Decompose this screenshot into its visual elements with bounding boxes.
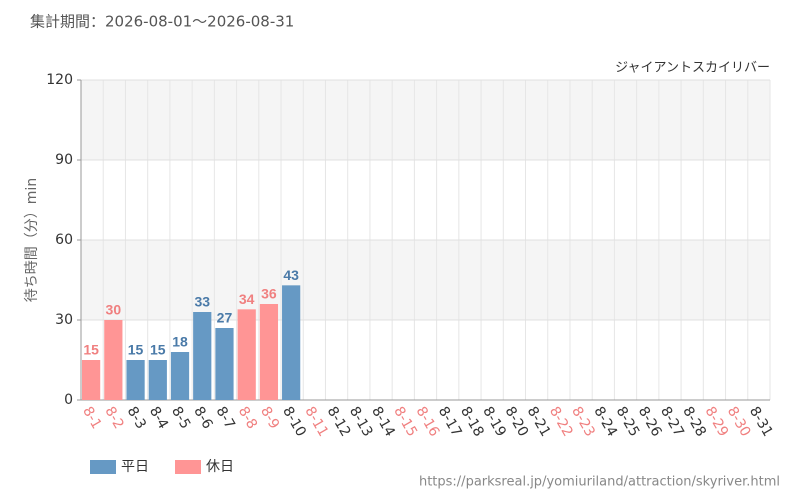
y-tick-label: 0 [64,392,73,408]
data-label: 43 [283,267,299,283]
bar [259,304,279,400]
bar [282,285,301,400]
bar [170,352,190,400]
data-label: 30 [106,302,122,318]
legend-swatch [90,460,116,474]
y-tick-label: 90 [55,152,73,168]
x-tick-label: 8-2 [101,404,126,432]
data-label: 36 [261,286,277,302]
x-tick-label: 8-7 [213,404,238,432]
x-tick-label: 8-4 [146,404,171,432]
y-tick-label: 60 [55,232,73,248]
bar [237,309,256,400]
legend-label: 休日 [206,459,234,475]
bar [215,328,234,400]
x-tick-label: 8-8 [235,404,260,432]
x-tick-label: 8-5 [168,404,193,432]
y-tick-label: 30 [55,312,73,328]
chart-title: 集計期間：2026-08-01～2026-08-31 [30,13,294,31]
x-tick-label: 8-3 [124,404,149,432]
x-tick-label: 8-1 [79,404,104,432]
data-label: 15 [150,342,166,358]
plot-band [81,80,770,160]
bar [104,320,123,400]
x-tick-label: 8-31 [746,404,776,440]
y-axis-label: 待ち時間（分）min [24,178,40,302]
y-tick-label: 120 [46,72,73,88]
data-label: 18 [172,334,188,350]
bar [126,360,145,400]
plot-band [81,240,770,320]
chart-subtitle: ジャイアントスカイリバー [615,61,770,76]
data-label: 27 [217,310,233,326]
data-label: 15 [83,342,99,358]
data-label: 15 [128,342,144,358]
legend-swatch [175,460,201,474]
bar [82,360,101,400]
x-tick-label: 8-9 [257,404,282,432]
data-label: 33 [194,294,210,310]
bar [193,312,212,400]
source-url: https://parksreal.jp/yomiuriland/attract… [419,475,780,490]
data-label: 34 [239,291,255,307]
bar [148,360,167,400]
legend-label: 平日 [121,459,149,475]
x-tick-label: 8-6 [190,404,215,432]
